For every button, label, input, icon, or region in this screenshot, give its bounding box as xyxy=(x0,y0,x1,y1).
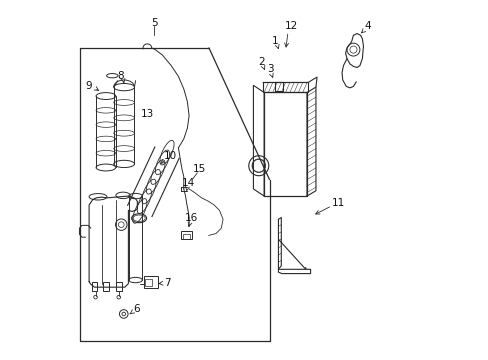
Text: 11: 11 xyxy=(331,198,344,208)
Bar xyxy=(181,231,192,239)
Text: 15: 15 xyxy=(193,163,206,174)
Bar xyxy=(116,282,122,291)
Text: 7: 7 xyxy=(164,278,171,288)
Text: 12: 12 xyxy=(284,21,297,31)
Text: 3: 3 xyxy=(266,64,273,74)
Bar xyxy=(263,82,307,93)
Text: 8: 8 xyxy=(117,71,123,81)
Bar xyxy=(143,276,158,288)
Text: 9: 9 xyxy=(85,81,92,91)
Text: 4: 4 xyxy=(364,21,370,31)
Text: 16: 16 xyxy=(184,213,198,223)
Bar xyxy=(91,282,97,291)
Bar xyxy=(103,282,108,291)
Bar xyxy=(183,234,190,239)
Text: 1: 1 xyxy=(272,36,278,46)
Bar xyxy=(145,279,152,287)
Text: 5: 5 xyxy=(151,18,158,28)
Text: 2: 2 xyxy=(258,57,264,67)
Text: 6: 6 xyxy=(133,304,140,314)
Bar xyxy=(274,82,283,91)
Text: 14: 14 xyxy=(181,178,194,188)
Bar xyxy=(264,93,306,196)
Text: 13: 13 xyxy=(141,109,154,119)
Text: 10: 10 xyxy=(163,151,176,161)
